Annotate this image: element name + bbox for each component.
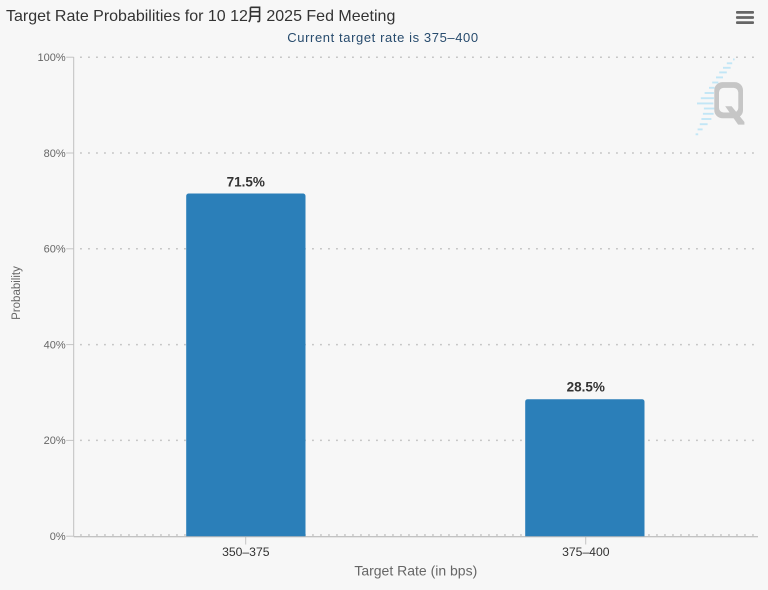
svg-text:80%: 80%: [44, 148, 66, 160]
svg-text:40%: 40%: [44, 339, 66, 351]
svg-text:60%: 60%: [44, 244, 66, 256]
svg-text:350–375: 350–375: [222, 545, 270, 559]
svg-text:0%: 0%: [50, 531, 66, 543]
svg-text:20%: 20%: [44, 435, 66, 447]
svg-text:28.5%: 28.5%: [567, 380, 605, 395]
svg-text:71.5%: 71.5%: [227, 174, 265, 189]
svg-text:100%: 100%: [38, 52, 66, 64]
svg-text:375–400: 375–400: [562, 545, 610, 559]
svg-text:Probability: Probability: [11, 266, 23, 320]
svg-text:Target Rate (in bps): Target Rate (in bps): [354, 563, 477, 579]
